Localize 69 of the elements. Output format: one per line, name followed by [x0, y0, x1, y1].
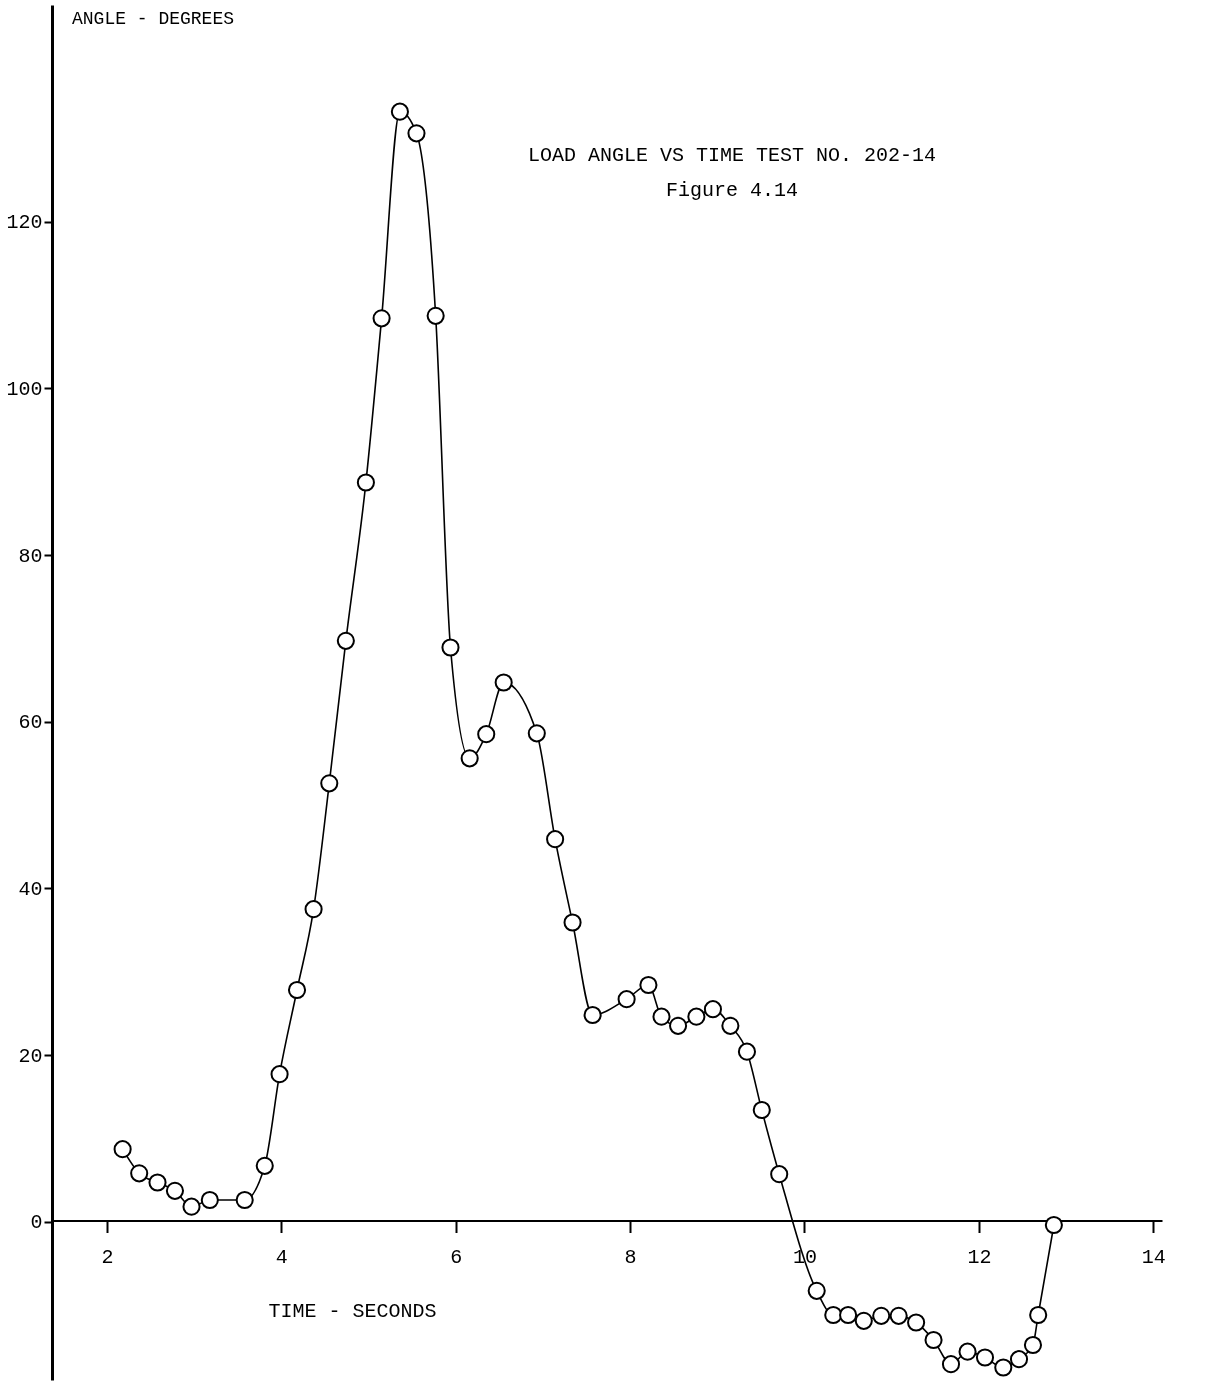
point	[941, 1355, 961, 1374]
point	[617, 990, 636, 1009]
point	[703, 1000, 722, 1019]
point	[113, 1140, 132, 1159]
point	[583, 1005, 602, 1025]
point	[165, 1181, 185, 1200]
point	[546, 830, 565, 849]
point	[907, 1313, 926, 1332]
x-axis-title: TIME - SECONDS	[268, 1300, 437, 1324]
point	[441, 638, 460, 657]
y-tick-label: 40	[18, 877, 43, 901]
point	[1023, 1335, 1043, 1355]
point	[460, 749, 479, 768]
point	[130, 1164, 149, 1183]
point	[372, 309, 391, 328]
point	[721, 1016, 740, 1035]
point	[563, 913, 582, 932]
point	[924, 1330, 943, 1350]
x-tick-label: 2	[101, 1246, 114, 1270]
point	[304, 900, 323, 919]
point	[824, 1305, 843, 1325]
point	[839, 1305, 858, 1325]
y-axis-title: ANGLE - DEGREES	[72, 9, 235, 29]
y-tick-label: 20	[18, 1044, 43, 1068]
point	[994, 1358, 1013, 1377]
point	[426, 306, 445, 325]
point	[872, 1306, 891, 1325]
y-tick-label: 100	[6, 377, 43, 401]
x-tick-label: 8	[624, 1246, 637, 1270]
point	[854, 1311, 873, 1330]
x-tick-label: 6	[450, 1246, 463, 1270]
point	[336, 631, 355, 650]
point	[148, 1173, 167, 1192]
point	[494, 673, 513, 692]
y-tick-label: 60	[18, 711, 43, 735]
point	[356, 473, 375, 492]
point	[807, 1281, 826, 1300]
x-tick-label: 14	[1141, 1246, 1166, 1270]
point	[287, 980, 307, 1000]
point	[889, 1306, 908, 1325]
point	[1044, 1215, 1063, 1235]
point	[477, 725, 496, 744]
point	[270, 1065, 289, 1084]
point	[390, 102, 409, 121]
point	[235, 1190, 254, 1210]
y-tick-label: 120	[6, 211, 43, 235]
point	[737, 1042, 757, 1061]
x-tick-label: 4	[275, 1246, 288, 1270]
point	[407, 124, 426, 143]
x-tick-label: 12	[967, 1246, 992, 1270]
point	[200, 1190, 219, 1210]
y-tick-label: 0	[30, 1211, 43, 1235]
point	[527, 724, 546, 743]
text: Figure 4.14	[665, 179, 799, 202]
point	[639, 975, 658, 995]
point	[770, 1165, 789, 1184]
point	[752, 1100, 771, 1120]
point	[1009, 1350, 1029, 1369]
point	[255, 1156, 274, 1175]
point	[1029, 1305, 1048, 1325]
point	[320, 774, 339, 793]
point	[687, 1007, 706, 1026]
point	[182, 1197, 201, 1216]
text: LOAD ANGLE VS TIME TEST NO. 202-14	[527, 144, 937, 167]
point	[652, 1007, 671, 1026]
point	[669, 1016, 688, 1035]
point	[975, 1348, 995, 1367]
point	[958, 1342, 977, 1361]
y-tick-label: 80	[18, 544, 43, 568]
